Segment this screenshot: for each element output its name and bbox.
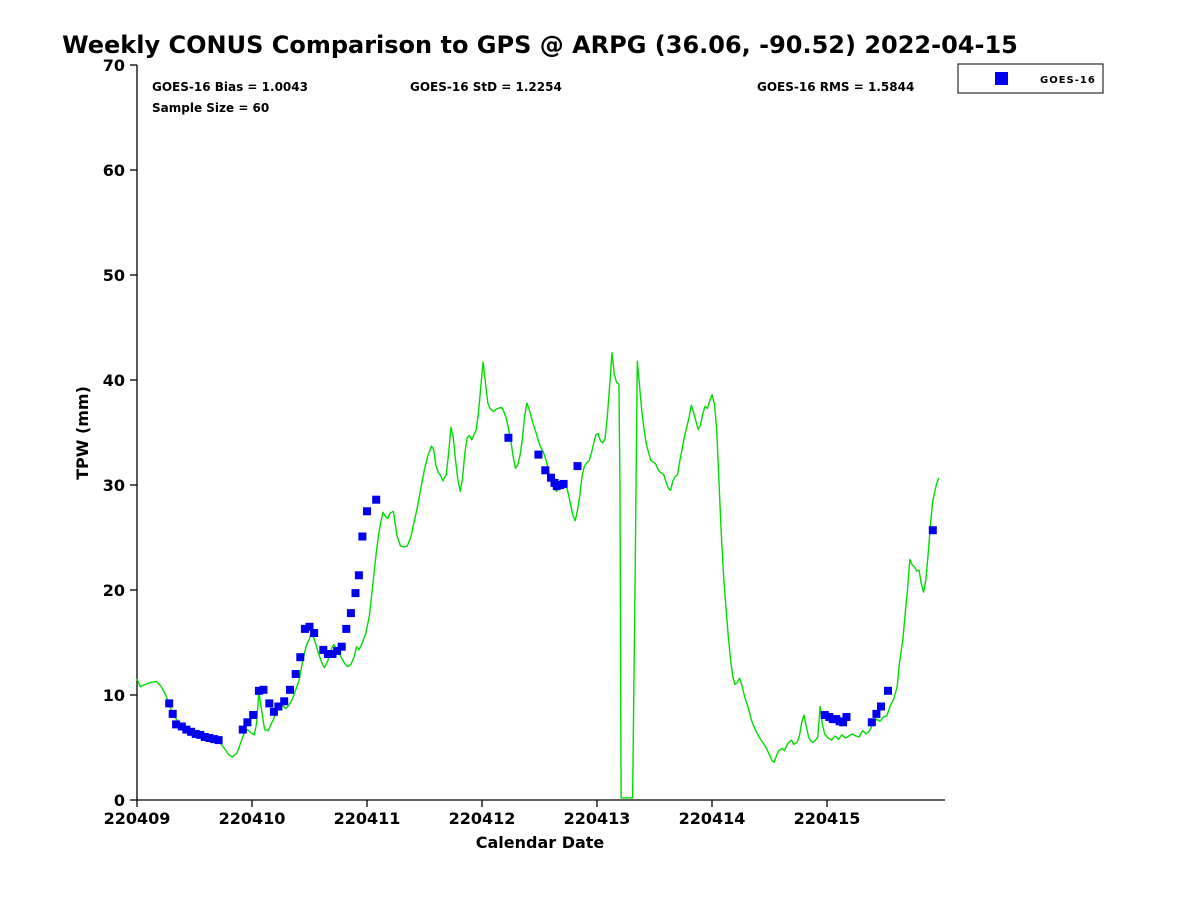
legend-entry-goes16: GOES-16 [1040,75,1096,86]
goes16-data-marker [205,734,214,742]
x-tick-label: 220410 [219,809,286,828]
legend-box [957,63,1104,94]
goes16-data-marker [541,466,550,475]
x-tick-label: 220414 [679,809,746,828]
x-tick-label: 220415 [794,809,861,828]
goes16-data-marker [337,642,346,651]
y-axis-ticks: 0 10 20 30 40 50 60 70 [103,56,137,810]
goes16-data-marker [274,702,283,711]
goes16-data-marker [196,730,205,739]
goes16-data-marker [172,720,181,729]
goes16-data-marker [165,699,174,708]
goes16-data-marker [333,646,342,655]
y-tick-label: 60 [103,161,125,180]
goes16-data-marker [200,733,209,741]
goes16-data-marker [182,725,191,734]
goes16-data-marker [259,685,268,694]
goes16-data-marker [286,685,294,694]
y-tick-label: 0 [114,791,125,810]
goes16-data-marker [214,736,223,745]
goes16-data-marker [291,670,300,678]
x-tick-label: 220411 [334,809,401,828]
x-axis-ticks: 220409 220410 220411 220412 220413 220414 2204… [104,800,861,828]
goes16-data-marker [504,433,513,442]
goes16-data-marker [305,622,314,631]
goes16-data-marker [928,526,937,535]
y-tick-label: 70 [103,56,125,75]
goes16-data-marker [346,609,355,618]
y-tick-label: 30 [103,476,125,495]
goes16-data-marker [310,629,319,637]
goes16-data-marker [867,718,876,727]
goes16-data-marker [872,709,881,718]
goes16-data-marker [328,650,337,658]
y-tick-label: 20 [103,581,125,600]
goes16-data-marker [839,718,848,727]
goes16-data-marker [884,686,892,695]
goes16-data-marker [342,624,351,633]
x-axis-label: Calendar Date [476,833,605,852]
goes16-data-marker [319,645,328,654]
goes16-data-marker [573,462,582,471]
goes16-data-marker [300,624,309,633]
x-tick-label: 220412 [449,809,516,828]
goes16-data-marker [534,450,543,459]
y-axis-label: TPW (mm) [73,386,92,480]
goes16-square-marker-icon [995,72,1008,85]
axes: 0 10 20 30 40 50 60 70 220409 220410 220411 220412… [103,56,945,828]
goes16-data-marker [351,589,360,598]
chart-title: Weekly CONUS Comparison to GPS @ ARPG (3… [62,31,1018,59]
goes16-data-marker [547,473,555,482]
goes16-data-marker [323,650,332,658]
x-tick-label: 220409 [104,809,171,828]
stat-std: GOES-16 StD = 1.2254 [410,80,562,94]
goes16-data-marker [358,532,367,541]
stat-rms: GOES-16 RMS = 1.5844 [757,80,914,94]
goes16-data-marker [559,479,568,488]
goes16-data-marker [280,697,289,706]
goes16-data-marker [372,495,381,504]
stat-sample-size: Sample Size = 60 [152,101,269,115]
goes16-data-marker [877,702,885,711]
goes16-data-marker [177,722,186,731]
stat-bias: GOES-16 Bias = 1.0043 [152,80,308,94]
goes16-data-marker [820,711,829,719]
goes16-data-marker [191,729,200,738]
y-tick-label: 40 [103,371,125,390]
legend: GOES-16 [957,63,1104,94]
goes16-data-marker [238,725,247,734]
goes16-data-marker [243,718,252,727]
goes16-data-marker [363,507,371,516]
gps-line-series [136,352,940,799]
x-tick-label: 220413 [564,809,631,828]
goes16-marker-series [165,433,937,745]
goes16-data-marker [842,713,851,721]
goes16-data-marker [265,699,274,708]
goes16-data-marker [187,727,196,736]
y-tick-label: 10 [103,686,125,705]
goes16-data-marker [210,735,219,744]
goes16-data-marker [249,711,258,719]
goes16-data-marker [296,653,305,662]
goes16-data-marker [254,686,263,695]
goes16-data-marker [354,571,363,580]
goes16-data-marker [168,709,177,718]
goes16-data-marker [269,707,278,716]
gps-tpw-line [136,352,940,799]
y-tick-label: 50 [103,266,125,285]
